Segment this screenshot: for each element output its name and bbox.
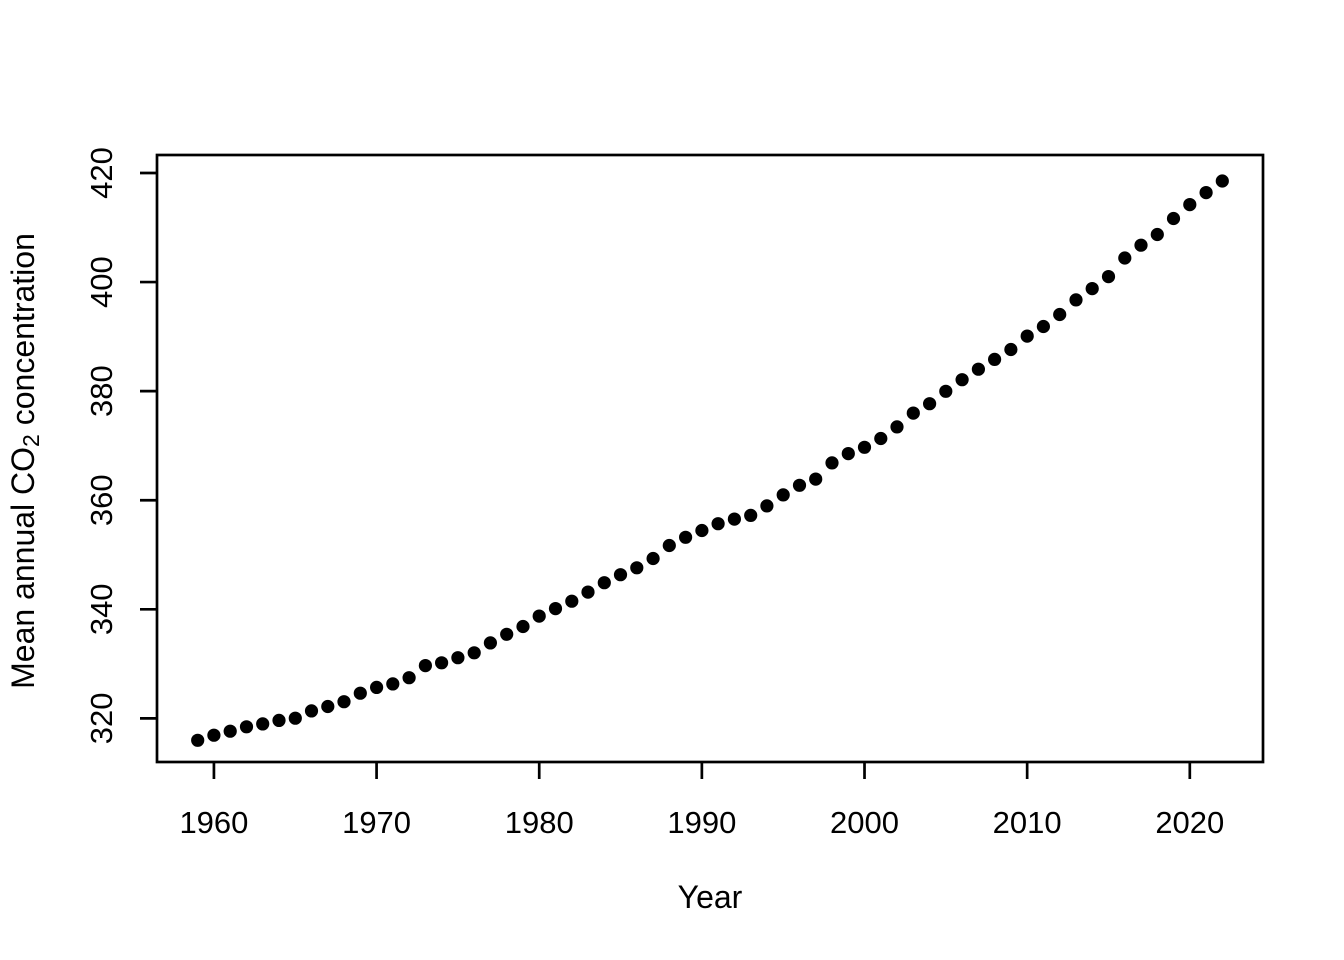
data-point — [272, 713, 286, 728]
data-point — [321, 699, 335, 714]
data-point — [1166, 211, 1181, 226]
data-point — [760, 499, 774, 513]
data-point — [418, 659, 432, 673]
data-point — [223, 724, 237, 738]
x-tick-label: 1960 — [179, 805, 248, 840]
data-point — [1036, 319, 1050, 334]
data-point — [711, 517, 725, 531]
data-point — [1199, 186, 1213, 200]
data-point — [727, 512, 742, 526]
data-point — [792, 478, 807, 492]
x-tick-label: 2010 — [993, 805, 1062, 840]
data-point — [1101, 270, 1116, 284]
data-point — [825, 456, 839, 470]
data-point — [353, 686, 367, 700]
x-axis-title: Year — [157, 881, 1263, 913]
data-point — [1118, 251, 1132, 265]
data-point — [288, 711, 302, 725]
data-point — [1150, 227, 1164, 242]
x-tick-label: 2000 — [830, 805, 899, 840]
y-axis-title: Mean annual CO2 concentration — [0, 0, 46, 922]
data-point — [857, 440, 872, 454]
data-point — [500, 627, 514, 641]
data-point — [809, 472, 823, 486]
data-point — [402, 671, 416, 685]
data-point — [597, 576, 611, 590]
data-point — [1069, 293, 1083, 307]
y-tick-label: 400 — [84, 256, 119, 308]
co2-subscript: 2 — [18, 434, 45, 447]
data-point — [337, 695, 351, 709]
y-tick-label: 420 — [84, 147, 119, 199]
data-point — [548, 602, 563, 616]
y-axis-title-pre: Mean annual CO — [5, 446, 41, 689]
data-point — [191, 733, 205, 747]
data-point — [386, 677, 400, 691]
data-point — [516, 619, 530, 634]
data-point — [679, 530, 693, 544]
data-point — [467, 646, 481, 660]
x-tick-label: 2020 — [1155, 805, 1224, 840]
plot-box — [155, 153, 1265, 764]
data-point — [435, 656, 449, 670]
x-axis-title-text: Year — [677, 879, 743, 915]
data-point — [207, 728, 221, 742]
data-point — [662, 538, 676, 553]
data-point — [646, 551, 660, 566]
data-point — [1215, 174, 1229, 188]
data-point — [923, 397, 937, 411]
data-point — [532, 609, 546, 623]
data-point — [906, 406, 920, 420]
y-tick-label: 380 — [84, 365, 119, 417]
data-point — [1020, 329, 1034, 343]
data-point — [1053, 307, 1067, 322]
data-point — [841, 447, 855, 461]
data-point — [971, 362, 986, 376]
x-tick-label: 1980 — [505, 805, 574, 840]
y-axis-title-text: Mean annual CO2 concentration — [5, 233, 44, 689]
data-point — [744, 508, 758, 522]
data-point — [256, 717, 270, 731]
data-point — [1085, 282, 1099, 296]
data-point — [955, 373, 969, 387]
data-point — [988, 352, 1002, 366]
y-tick-label: 360 — [84, 474, 119, 526]
data-point — [565, 594, 579, 608]
data-point — [1134, 238, 1148, 252]
y-tick-label: 320 — [84, 693, 119, 745]
data-point — [890, 420, 904, 434]
data-point — [613, 568, 628, 582]
data-point — [630, 561, 644, 575]
data-point — [776, 488, 790, 502]
data-point — [370, 680, 384, 695]
data-point — [304, 704, 319, 718]
data-point — [483, 636, 497, 650]
y-tick-label: 340 — [84, 583, 119, 635]
data-point — [1183, 198, 1197, 212]
x-tick-label: 1970 — [342, 805, 411, 840]
data-point — [451, 651, 465, 665]
data-point — [695, 523, 709, 538]
data-point — [939, 384, 953, 398]
data-point — [239, 720, 254, 734]
data-point — [874, 431, 888, 446]
y-axis-title-post: concentration — [5, 233, 41, 435]
x-tick-label: 1990 — [667, 805, 736, 840]
data-point — [1004, 342, 1018, 357]
data-point — [581, 585, 595, 599]
